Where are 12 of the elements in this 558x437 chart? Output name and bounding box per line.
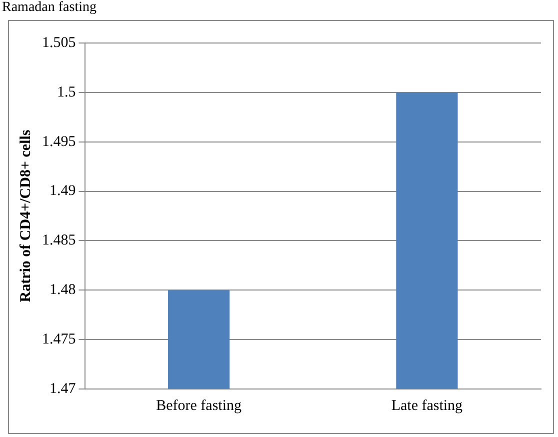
y-tick-label: 1.48: [50, 282, 76, 298]
y-tick-label: 1.505: [42, 34, 76, 51]
y-tick-label: 1.5: [57, 84, 76, 100]
x-tick-label: Late fasting: [391, 398, 464, 414]
y-tick-label: 1.49: [50, 183, 76, 200]
x-tick-label: Before fasting: [156, 398, 242, 414]
y-tick-label: 1.495: [42, 134, 76, 150]
chart-title: Ramadan fasting: [2, 0, 96, 16]
y-tick-label: 1.475: [42, 332, 76, 348]
y-tick-label: 1.47: [50, 380, 76, 397]
y-axis-title: Ratrio of CD4+/CD8+ cells: [18, 130, 34, 302]
y-tick-label: 1.485: [42, 232, 76, 249]
